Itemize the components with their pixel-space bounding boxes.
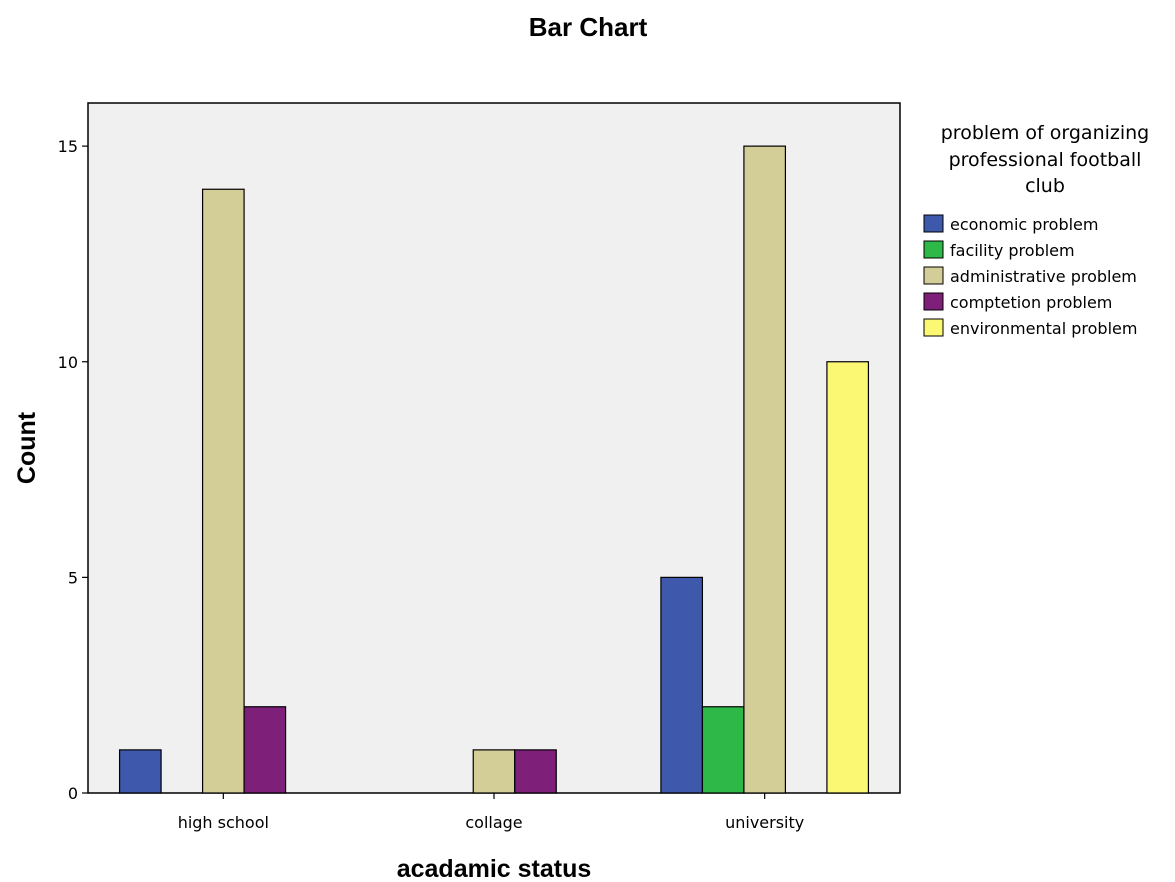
legend: problem of organizing professional footb… bbox=[923, 122, 1150, 338]
legend-items: economic problem facility problem administ… bbox=[923, 214, 1137, 338]
legend-label: facility problem bbox=[950, 241, 1075, 260]
bar bbox=[201, 188, 245, 794]
x-tick-label: university bbox=[725, 813, 804, 832]
y-tick-label: 10 bbox=[58, 353, 78, 372]
legend-title-line: club bbox=[1025, 175, 1065, 197]
legend-swatch bbox=[923, 266, 944, 285]
y-axis: 0 5 10 15 bbox=[58, 137, 88, 803]
bar bbox=[243, 706, 287, 794]
legend-label: economic problem bbox=[950, 215, 1098, 234]
legend-label: administrative problem bbox=[950, 267, 1137, 286]
y-tick-label: 15 bbox=[58, 137, 78, 156]
bar bbox=[472, 749, 516, 794]
y-axis-title: Count bbox=[13, 411, 41, 484]
bar bbox=[701, 706, 745, 794]
bar bbox=[514, 749, 557, 794]
legend-title-line: problem of organizing bbox=[941, 122, 1150, 144]
bar bbox=[660, 576, 704, 794]
legend-swatch bbox=[923, 240, 944, 259]
y-tick-label: 0 bbox=[68, 784, 78, 803]
chart-title: Bar Chart bbox=[529, 12, 648, 42]
legend-swatch bbox=[923, 318, 944, 337]
x-tick-label: collage bbox=[465, 813, 522, 832]
legend-swatch bbox=[923, 292, 944, 311]
legend-label: environmental problem bbox=[950, 319, 1137, 338]
x-tick-label: high school bbox=[178, 813, 269, 832]
x-axis: high school collage university bbox=[178, 793, 804, 832]
legend-label: comptetion problem bbox=[950, 293, 1112, 312]
bar bbox=[826, 361, 870, 794]
bar bbox=[118, 749, 162, 794]
y-tick-label: 5 bbox=[68, 568, 78, 587]
x-axis-title: acadamic status bbox=[397, 855, 592, 882]
legend-swatch bbox=[923, 214, 944, 233]
bar bbox=[743, 145, 787, 794]
legend-title-line: professional football bbox=[949, 149, 1142, 171]
